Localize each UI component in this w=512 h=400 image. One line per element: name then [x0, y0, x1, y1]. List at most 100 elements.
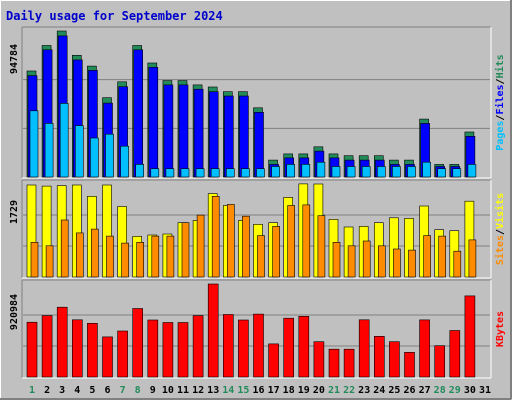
- axis-label-sites: Sites: [494, 235, 506, 265]
- bar-pages-day-24: [376, 166, 386, 178]
- x-tick-label-23: 23: [358, 385, 370, 396]
- bar-kbytes-day-7: [117, 330, 128, 378]
- panel-visits-sites: 1729 Sites/Visits: [9, 179, 506, 279]
- x-axis-day-labels: 1 2 3 4 5 6 7 8 9 10 11 12 13 14 15 16 17 18 19 20 21 22 23 24 2…: [29, 385, 491, 396]
- bar-kbytes-day-30: [464, 295, 476, 378]
- bar-kbytes-day-25: [389, 341, 400, 378]
- bar-pages-day-30: [467, 164, 477, 178]
- x-tick-label-12: 12: [192, 385, 204, 396]
- x-tick-label-29: 29: [449, 385, 461, 396]
- bar-sites-day-29: [453, 250, 462, 278]
- bar-kbytes-day-10: [162, 322, 174, 378]
- bar-files-day-16: [254, 112, 264, 178]
- bar-pages-day-13: [210, 168, 220, 178]
- axis-label-files: Files: [494, 84, 506, 114]
- bar-sites-day-7: [121, 242, 129, 278]
- bar-sites-day-24: [377, 245, 386, 278]
- x-tick-label-14: 14: [222, 385, 234, 396]
- panel-axis-label: Sites/Visits: [494, 193, 506, 265]
- bar-sites-day-27: [423, 235, 431, 278]
- axis-label-pages: Pages: [495, 121, 506, 151]
- chart-panels: 94784 Pages/Files/Hits 1729 Sites/Visits 920…: [9, 26, 506, 379]
- bar-sites-day-23: [362, 240, 371, 278]
- panel-pages-files-hits: 94784 Pages/Files/Hits: [9, 26, 506, 179]
- bar-pages-day-1: [29, 110, 39, 178]
- x-tick-label-18: 18: [283, 385, 295, 396]
- axis-label-hits: Hits: [494, 54, 506, 78]
- bar-sites-day-2: [45, 245, 54, 278]
- x-tick-label-1: 1: [29, 385, 35, 396]
- bar-kbytes-day-11: [177, 322, 189, 378]
- x-tick-label-15: 15: [237, 385, 249, 396]
- bar-sites-day-15: [242, 215, 250, 278]
- bar-files-day-12: [193, 88, 204, 178]
- bar-pages-day-12: [195, 168, 205, 178]
- x-tick-label-30: 30: [464, 385, 476, 396]
- bar-pages-day-14: [226, 168, 235, 178]
- x-tick-label-16: 16: [252, 385, 264, 396]
- bar-kbytes-day-20: [313, 341, 325, 378]
- bar-pages-day-27: [422, 161, 431, 178]
- bar-sites-day-1: [30, 242, 39, 278]
- bar-pages-day-3: [59, 103, 69, 178]
- bar-sites-day-5: [91, 228, 99, 278]
- panel-max-label: 920984: [9, 294, 20, 330]
- bar-sites-day-22: [347, 245, 356, 278]
- bar-files-day-14: [224, 95, 234, 178]
- bar-kbytes-day-23: [358, 319, 370, 378]
- bar-kbytes-day-26: [404, 351, 415, 378]
- bar-sites-day-28: [438, 235, 447, 278]
- bar-pages-day-11: [180, 168, 190, 178]
- bar-sites-day-8: [136, 242, 144, 278]
- bar-files-day-13: [208, 91, 219, 178]
- bar-pages-day-15: [241, 168, 250, 178]
- series-kbytes: [26, 283, 476, 378]
- x-tick-label-17: 17: [268, 385, 280, 396]
- bar-pages-day-8: [135, 164, 144, 178]
- bar-pages-day-26: [407, 166, 416, 178]
- panel-axis-label: Pages/Files/Hits: [494, 54, 506, 150]
- bar-sites-day-16: [257, 235, 265, 278]
- bar-kbytes-day-9: [147, 319, 159, 378]
- axis-label-visits: Visits: [494, 193, 506, 229]
- bar-kbytes-day-8: [132, 308, 143, 378]
- x-tick-label-27: 27: [419, 385, 431, 396]
- x-tick-label-5: 5: [89, 385, 95, 396]
- x-tick-label-3: 3: [59, 385, 65, 396]
- bar-sites-day-26: [408, 249, 416, 278]
- bar-sites-day-17: [272, 226, 280, 278]
- bar-kbytes-day-18: [283, 317, 295, 378]
- bar-pages-day-10: [165, 168, 175, 178]
- x-tick-label-10: 10: [162, 385, 174, 396]
- bar-files-day-8: [133, 49, 143, 178]
- series-pages: [29, 103, 477, 178]
- bar-kbytes-day-13: [207, 283, 219, 378]
- bar-sites-day-12: [196, 214, 205, 278]
- bar-kbytes-day-6: [102, 336, 113, 378]
- bar-files-day-11: [178, 84, 189, 178]
- bar-pages-day-21: [331, 166, 341, 178]
- bar-kbytes-day-17: [268, 343, 279, 378]
- x-tick-label-8: 8: [135, 385, 141, 396]
- x-tick-label-11: 11: [177, 385, 189, 396]
- bar-pages-day-22: [346, 166, 356, 178]
- bar-pages-day-19: [301, 164, 311, 178]
- bar-sites-day-4: [76, 232, 84, 278]
- x-tick-label-19: 19: [298, 385, 310, 396]
- x-tick-label-21: 21: [328, 385, 340, 396]
- bar-files-day-10: [163, 84, 174, 178]
- x-tick-label-6: 6: [104, 385, 110, 396]
- bar-sites-day-21: [332, 242, 341, 278]
- panel-max-label: 1729: [9, 200, 20, 224]
- bar-kbytes-day-1: [26, 321, 38, 378]
- bar-kbytes-day-29: [449, 330, 461, 378]
- bar-pages-day-25: [392, 166, 401, 178]
- panel-max-label: 94784: [9, 44, 20, 74]
- bar-kbytes-day-12: [192, 315, 204, 378]
- bar-kbytes-day-19: [298, 315, 310, 378]
- chart-title: Daily usage for September 2024: [6, 9, 223, 23]
- bar-pages-day-6: [105, 133, 114, 178]
- bar-kbytes-day-5: [87, 322, 98, 378]
- bar-kbytes-day-3: [56, 306, 68, 378]
- bar-sites-day-9: [151, 235, 160, 278]
